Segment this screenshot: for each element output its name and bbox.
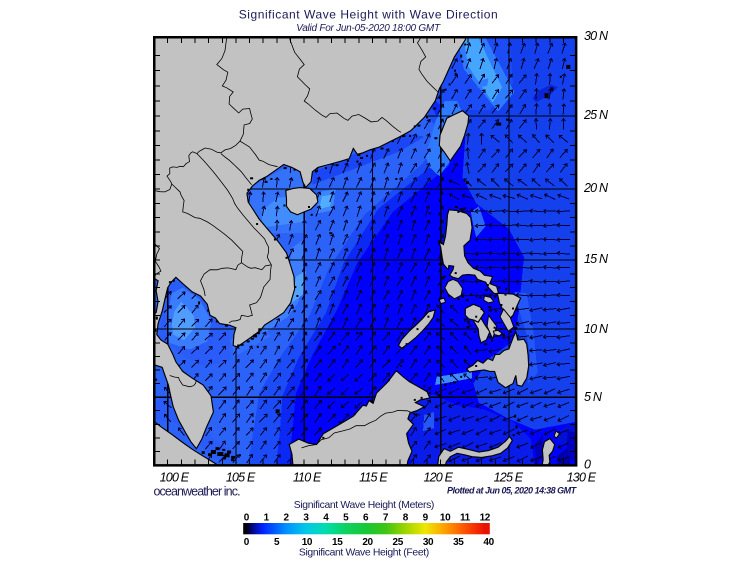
svg-text:10: 10 — [302, 537, 313, 548]
svg-text:9: 9 — [423, 513, 429, 524]
svg-text:3: 3 — [303, 513, 309, 524]
svg-text:8: 8 — [403, 513, 409, 524]
svg-text:35: 35 — [453, 537, 464, 548]
svg-text:12: 12 — [480, 513, 491, 524]
svg-text:100 E: 100 E — [160, 471, 190, 485]
svg-text:30: 30 — [423, 537, 434, 548]
svg-text:0: 0 — [244, 513, 250, 524]
svg-text:5: 5 — [274, 537, 280, 548]
svg-text:115 E: 115 E — [359, 471, 388, 485]
svg-text:0: 0 — [244, 537, 250, 548]
svg-text:4: 4 — [323, 513, 329, 524]
svg-text:25 N: 25 N — [583, 108, 609, 122]
svg-text:20: 20 — [362, 537, 373, 548]
svg-text:110 E: 110 E — [293, 471, 322, 485]
svg-text:20 N: 20 N — [583, 181, 609, 195]
svg-text:11: 11 — [460, 513, 471, 524]
svg-text:125 E: 125 E — [494, 471, 524, 485]
svg-text:0: 0 — [584, 458, 591, 472]
svg-text:2: 2 — [284, 513, 290, 524]
svg-text:10 N: 10 N — [584, 322, 609, 336]
svg-text:105 E: 105 E — [226, 471, 256, 485]
svg-text:Significant Wave Height with W: Significant Wave Height with Wave Direct… — [239, 8, 499, 22]
svg-text:1: 1 — [264, 513, 270, 524]
svg-text:130 E: 130 E — [567, 471, 597, 485]
svg-text:5 N: 5 N — [584, 390, 603, 404]
svg-text:7: 7 — [383, 513, 389, 524]
svg-text:10: 10 — [440, 513, 451, 524]
svg-text:5: 5 — [343, 513, 349, 524]
svg-text:oceanweather inc.: oceanweather inc. — [154, 485, 241, 499]
svg-text:30 N: 30 N — [584, 29, 609, 43]
svg-text:15: 15 — [332, 537, 343, 548]
svg-text:Plotted at Jun 05, 2020 14:38: Plotted at Jun 05, 2020 14:38 GMT — [447, 486, 578, 496]
svg-text:40: 40 — [483, 537, 494, 548]
svg-text:15 N: 15 N — [584, 252, 609, 266]
svg-text:6: 6 — [363, 513, 369, 524]
svg-text:Significant Wave Height (Feet): Significant Wave Height (Feet) — [299, 548, 429, 559]
svg-text:Valid For Jun-05-2020 18:00 GM: Valid For Jun-05-2020 18:00 GMT — [296, 23, 441, 34]
svg-text:120 E: 120 E — [423, 471, 453, 485]
svg-text:25: 25 — [393, 537, 404, 548]
svg-text:Significant Wave Height (Meter: Significant Wave Height (Meters) — [294, 500, 434, 511]
